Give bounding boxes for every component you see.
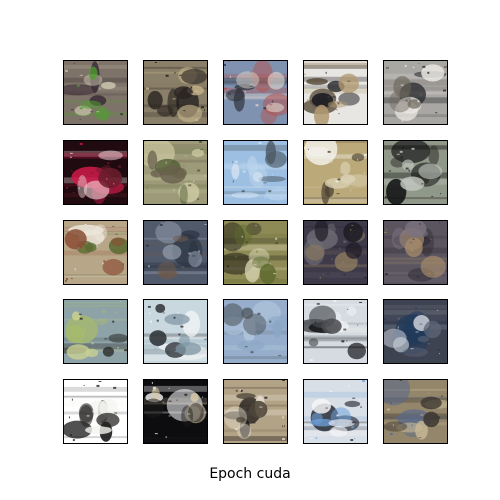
sample-image: [223, 379, 288, 444]
sample-image: [303, 299, 368, 364]
sample-image: [63, 140, 128, 205]
sample-image: [223, 60, 288, 125]
sample-image: [143, 379, 208, 444]
sample-image: [303, 60, 368, 125]
sample-image: [63, 379, 128, 444]
sample-image: [143, 60, 208, 125]
sample-image: [143, 140, 208, 205]
sample-image: [143, 299, 208, 364]
sample-image: [223, 220, 288, 285]
sample-image: [383, 140, 448, 205]
sample-image: [63, 60, 128, 125]
sample-image: [383, 60, 448, 125]
sample-image: [303, 379, 368, 444]
sample-image: [63, 220, 128, 285]
sample-image: [63, 299, 128, 364]
sample-image: [223, 299, 288, 364]
figure-caption: Epoch cuda: [209, 466, 291, 482]
sample-image: [143, 220, 208, 285]
sample-image: [303, 140, 368, 205]
sample-image: [383, 299, 448, 364]
sample-image: [303, 220, 368, 285]
sample-image: [223, 140, 288, 205]
sample-image: [383, 379, 448, 444]
sample-image: [383, 220, 448, 285]
